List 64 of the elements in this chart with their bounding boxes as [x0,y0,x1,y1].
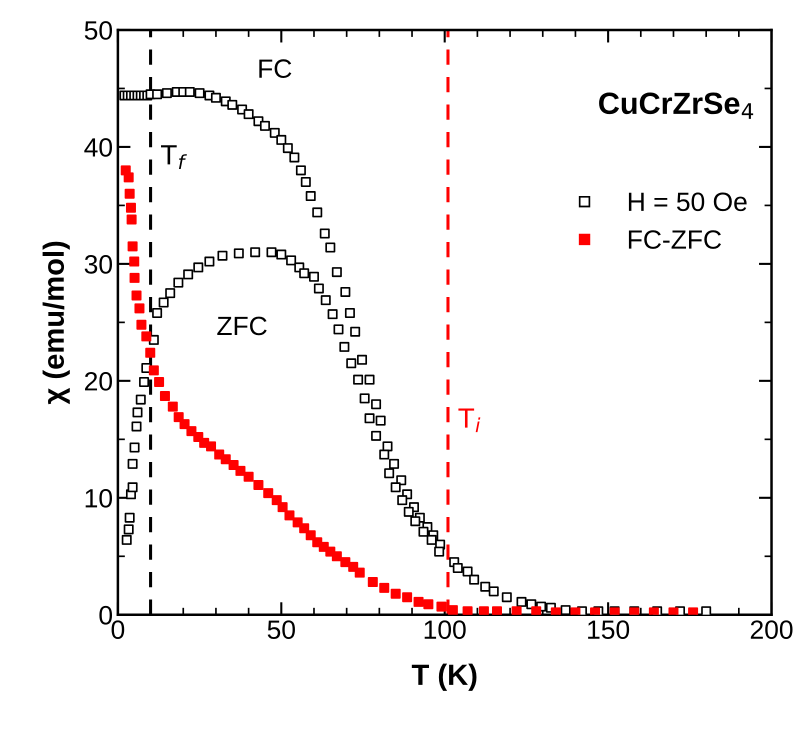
point [132,407,143,418]
point [346,358,356,368]
point [397,495,408,506]
point [128,458,138,469]
x-axis-title: T (K) [412,664,476,691]
x-tick-label: 0 [112,620,124,640]
point [139,377,150,388]
x-tick-label: 200 [750,620,793,640]
point [266,247,276,258]
annotation: CuCrZrSe$_{4}$ [599,92,754,119]
y-tick-label: 10 [86,488,112,508]
point [308,272,319,282]
point [130,442,140,453]
point [353,374,364,385]
y-tick-label: 40 [84,138,112,157]
ref-line-label: T$_{f}$ [161,145,187,169]
point [314,283,324,294]
point [158,297,169,308]
point [426,534,437,545]
legend-label: FC-ZFC [628,230,722,249]
point [410,516,420,526]
x-tick-label: 150 [588,620,630,640]
y-tick-label: 0 [99,606,112,625]
point [183,269,194,280]
point [371,430,382,441]
point [434,546,444,557]
y-tick-label: 50 [84,21,112,40]
point [276,250,286,260]
x-tick-label: 100 [424,620,466,640]
point [193,262,204,272]
point [128,482,138,492]
point [173,278,184,288]
y-tick-label: 20 [85,372,112,391]
point [379,450,390,460]
point [152,308,162,318]
point [122,534,132,545]
annotation: ZFC [217,316,267,336]
point [333,324,344,334]
point [132,421,142,432]
point [418,526,428,537]
point [384,468,394,478]
point [124,512,135,523]
point [250,247,260,258]
point [124,524,134,534]
point [234,248,244,258]
point [299,268,310,278]
point [339,342,350,352]
ref-line-label: T$_{i}$ [458,408,480,432]
point [217,250,228,261]
point [136,394,146,405]
point [364,413,375,424]
point [286,255,296,266]
point [390,482,401,492]
y-tick-label: 30 [84,255,112,274]
point [165,288,176,298]
y-axis-title: χ (emu/mol) [42,242,70,404]
point [360,393,370,404]
annotation: FC [259,59,292,78]
legend-label: H = 50 Oe [628,192,747,212]
x-tick-label: 50 [268,620,295,640]
point [320,295,331,306]
point [328,309,338,320]
point [404,506,414,517]
point [204,256,214,267]
